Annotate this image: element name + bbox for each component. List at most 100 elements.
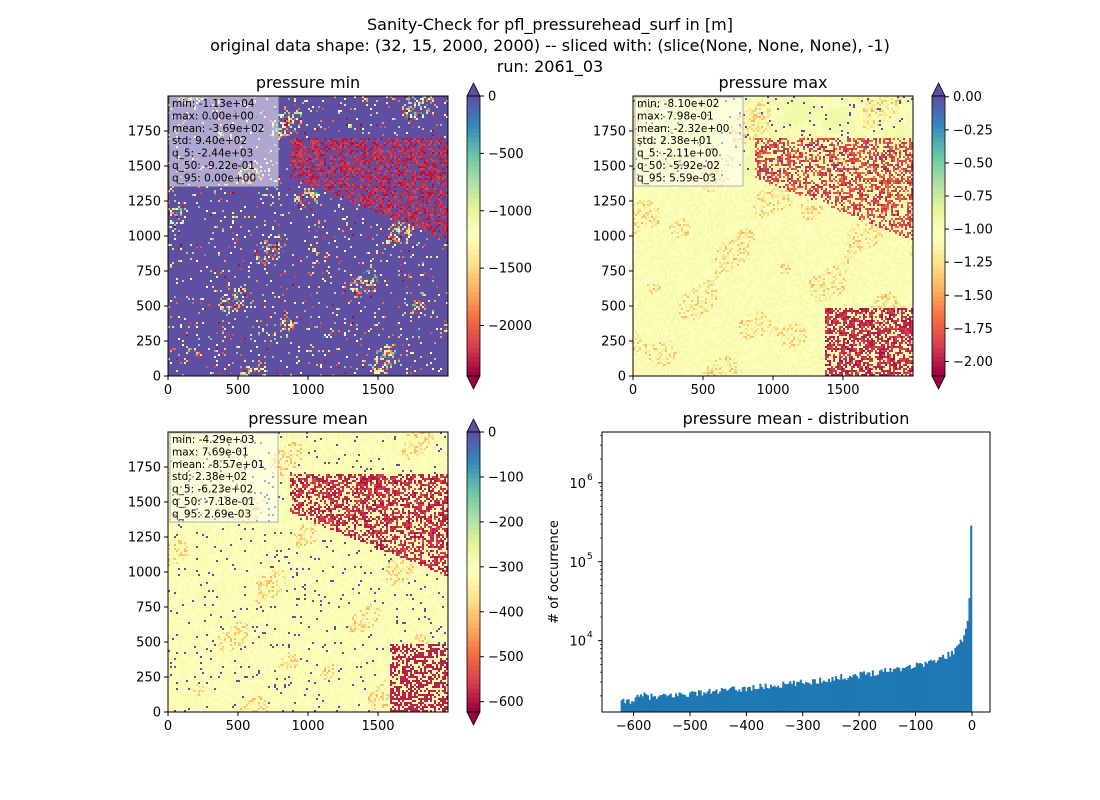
colorbar-segment <box>467 334 480 340</box>
colorbar-segment <box>467 478 480 484</box>
histogram-bar <box>926 663 929 712</box>
colorbar-tick-label: −600 <box>488 695 524 710</box>
histogram-bar <box>836 678 839 712</box>
colorbar-segment <box>467 357 480 363</box>
histogram-bar <box>645 694 648 712</box>
colorbar-segment <box>467 240 480 246</box>
y-tick-label: 250 <box>136 335 161 350</box>
colorbar-segment <box>932 147 945 153</box>
colorbar-segment <box>932 273 945 279</box>
colorbar-segment <box>467 236 480 242</box>
colorbar-extend-top <box>931 82 946 97</box>
colorbar-segment <box>467 525 480 531</box>
colorbar-segment <box>467 628 480 634</box>
y-tick-exponent: 5 <box>587 552 593 562</box>
colorbar-segment <box>932 156 945 162</box>
histogram-bar <box>861 672 864 712</box>
histogram-bar <box>687 696 690 712</box>
histogram-bar <box>680 693 683 712</box>
colorbar-segment <box>932 292 945 298</box>
colorbar-segment <box>467 497 480 503</box>
y-tick-label: 0 <box>618 370 626 385</box>
colorbar-segment <box>467 483 480 489</box>
histogram-bar <box>952 654 955 712</box>
histogram-bar <box>713 690 716 712</box>
histogram-bar <box>638 696 641 712</box>
histogram-bar <box>625 699 628 712</box>
histogram-bar <box>922 666 925 712</box>
colorbar-segment <box>467 198 480 204</box>
histogram-bar <box>708 688 711 712</box>
histogram-bar <box>936 660 939 712</box>
histogram-bar <box>961 641 964 712</box>
histogram-bar <box>887 671 890 712</box>
histogram-bar <box>666 696 669 712</box>
stats-line: mean: -2.32e+00 <box>637 123 729 135</box>
y-tick-label: 500 <box>136 300 161 315</box>
colorbar-frame <box>931 95 946 377</box>
colorbar-segment <box>467 702 480 708</box>
histogram-bar <box>801 683 804 712</box>
colorbar-segment <box>467 301 480 307</box>
histogram-bar <box>875 675 878 712</box>
histogram-bar <box>968 598 971 712</box>
colorbar-segment <box>932 254 945 260</box>
colorbar-segment <box>932 180 945 186</box>
colorbar-segment <box>467 544 480 550</box>
colorbar-segment <box>467 343 480 349</box>
stats-line: q_5: -2.11e+00 <box>637 148 718 160</box>
colorbar-segment <box>467 670 480 676</box>
histogram-bar <box>631 701 634 712</box>
y-tick-label: 500 <box>136 636 161 651</box>
histogram-bar <box>787 683 790 712</box>
histogram-bar <box>755 689 758 712</box>
histogram-bar <box>682 694 685 712</box>
histogram-bar <box>945 659 948 712</box>
colorbar-segment <box>467 175 480 181</box>
colorbar-extend-top <box>466 418 481 433</box>
histogram-bar <box>706 691 709 712</box>
histogram-bar <box>905 667 908 712</box>
histogram-bar <box>847 678 850 712</box>
x-tick-label: 1500 <box>361 719 394 734</box>
histogram-bar <box>639 694 642 712</box>
histogram-bar <box>957 644 960 712</box>
histogram-bar <box>648 699 651 712</box>
colorbar-tick-label: −500 <box>488 650 524 665</box>
colorbar-segment <box>932 352 945 358</box>
histogram-bar <box>963 635 966 712</box>
histogram-bar <box>740 691 743 712</box>
colorbar-segment <box>932 268 945 274</box>
colorbar-segment <box>932 184 945 190</box>
colorbar-segment <box>467 474 480 480</box>
histogram-bar <box>950 650 953 712</box>
colorbar-segment <box>467 684 480 690</box>
stats-line: min: -8.10e+02 <box>637 98 719 110</box>
histogram-bar <box>759 683 762 712</box>
colorbar-segment <box>932 119 945 125</box>
colorbar-segment <box>467 217 480 223</box>
colorbar-segment <box>467 674 480 680</box>
histogram-bar <box>752 684 755 712</box>
colorbar-segment <box>467 306 480 312</box>
colorbar-segment <box>467 660 480 666</box>
x-tick-label: 1000 <box>756 383 789 398</box>
y-tick-label: 500 <box>601 300 626 315</box>
histogram-bar <box>704 693 707 712</box>
colorbar-segment <box>932 357 945 363</box>
colorbar-segment <box>467 250 480 256</box>
colorbar-segment <box>467 124 480 130</box>
colorbar-segment <box>467 110 480 116</box>
histogram-bar <box>813 679 816 712</box>
colorbar-segment <box>467 698 480 704</box>
histogram-bar <box>859 671 862 712</box>
colorbar-segment <box>932 138 945 144</box>
colorbar-segment <box>467 693 480 699</box>
histogram-bar <box>917 663 920 712</box>
panel-title: pressure mean <box>248 409 368 428</box>
colorbar-segment <box>467 632 480 638</box>
y-tick-label: 1000 <box>593 230 626 245</box>
colorbar-segment <box>467 707 480 713</box>
histogram-bar <box>880 669 883 712</box>
